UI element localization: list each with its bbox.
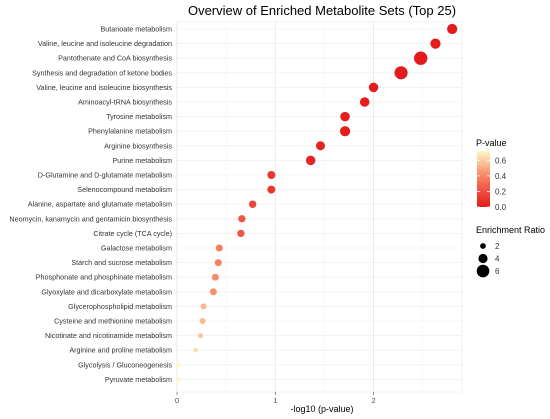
pvalue-legend: P-value 0.6 0.4 0.2 0.0 — [476, 138, 507, 212]
y-tick-label: Nicotinate and nicotinamide metabolism — [45, 331, 172, 340]
data-point — [248, 200, 257, 208]
data-point — [176, 362, 182, 367]
data-point — [198, 333, 204, 339]
data-points — [176, 23, 458, 382]
y-tick-label: Valine, leucine and isoleucine degradati… — [38, 39, 172, 48]
data-point — [238, 215, 246, 223]
y-tick-label: Pyruvate metabolism — [105, 375, 172, 384]
y-tick-label: Phosphonate and phosphinate metabolism — [36, 273, 172, 282]
data-point — [394, 66, 408, 80]
y-tick-label: Glycerophospholipid metabolism — [68, 302, 172, 311]
data-point — [430, 38, 441, 49]
y-tick-label: Aminoacyl-tRNA biosynthesis — [78, 98, 172, 107]
y-tick-label: Purine metabolism — [112, 156, 172, 165]
size-legend-dot — [476, 264, 490, 278]
data-point — [267, 170, 276, 180]
data-point — [359, 97, 370, 107]
y-tick-label: Galactose metabolism — [101, 244, 172, 253]
data-point — [305, 155, 316, 166]
y-tick-label: Alanine, aspartate and glutamate metabol… — [28, 200, 172, 209]
enrichment-ratio-legend: Enrichment Ratio 2 4 6 — [476, 225, 545, 278]
size-legend-label: 4 — [495, 255, 500, 264]
pvalue-legend-title: P-value — [476, 138, 507, 148]
x-tick-label: 0 — [175, 396, 179, 405]
x-tick-label: 1 — [273, 396, 277, 405]
y-tick-label: Arginine biosynthesis — [104, 141, 172, 150]
size-legend-items: 2 4 6 — [476, 242, 500, 278]
data-point — [211, 273, 219, 281]
data-point — [200, 303, 207, 310]
data-point — [267, 185, 276, 194]
data-point — [199, 318, 206, 324]
data-point — [215, 244, 223, 252]
data-point — [447, 23, 458, 35]
pvalue-legend-ticks: 0.6 0.4 0.2 0.0 — [477, 156, 507, 212]
size-legend-title: Enrichment Ratio — [476, 225, 545, 235]
y-tick-label: Arginine and proline metabolism — [69, 346, 172, 355]
size-legend-label: 6 — [495, 267, 500, 276]
x-tick-label: 2 — [371, 396, 375, 405]
y-tick-label: Glycolysis / Gluconeogenesis — [78, 360, 172, 369]
x-axis-label: -log10 (p-value) — [290, 404, 353, 414]
colorbar-tick-label: 0.6 — [495, 156, 507, 165]
y-tick-label: Neomycin, kanamycin and gentamicin biosy… — [9, 214, 172, 223]
data-point — [214, 259, 222, 267]
y-tick-label: Tyrosine metabolism — [106, 112, 172, 121]
size-legend-dot — [480, 243, 486, 249]
data-point — [340, 111, 350, 122]
y-tick-label: Starch and sucrose metabolism — [71, 258, 172, 267]
colorbar-tick-label: 0.4 — [495, 172, 507, 181]
size-legend-label: 2 — [495, 242, 500, 251]
data-point — [368, 82, 379, 93]
data-point — [176, 377, 182, 382]
x-axis-ticks: 0 1 2 — [175, 392, 376, 405]
y-tick-label: Valine, leucine and isoleucine biosynthe… — [36, 83, 172, 92]
colorbar-tick-label: 0.0 — [495, 203, 507, 212]
y-tick-label: Butanoate metabolism — [100, 25, 172, 34]
data-point — [237, 229, 245, 238]
pvalue-colorbar — [477, 151, 490, 207]
panel-border — [176, 21, 463, 393]
plot-panel — [176, 21, 463, 393]
data-point — [209, 288, 217, 296]
colorbar-tick-label: 0.2 — [495, 187, 507, 196]
y-tick-label: Glyoxylate and dicarboxylate metabolism — [41, 287, 172, 296]
data-point — [193, 347, 198, 353]
y-axis-labels: Butanoate metabolism Valine, leucine and … — [9, 25, 172, 384]
y-tick-label: Pantothenate and CoA biosynthesis — [58, 54, 172, 63]
y-tick-label: D-Glutamine and D-glutamate metabolism — [38, 171, 172, 180]
data-point — [339, 126, 351, 137]
chart-title: Overview of Enriched Metabolite Sets (To… — [188, 3, 456, 18]
y-tick-label: Cysteine and methionine metabolism — [54, 317, 172, 326]
data-point — [413, 51, 428, 65]
y-tick-label: Phenylalanine metabolism — [88, 127, 172, 136]
data-point — [315, 141, 325, 151]
y-tick-label: Synthesis and degradation of ketone bodi… — [32, 68, 172, 77]
size-legend-dot — [478, 253, 488, 264]
y-tick-label: Citrate cycle (TCA cycle) — [93, 229, 172, 238]
y-tick-label: Selenocompound metabolism — [77, 185, 172, 194]
